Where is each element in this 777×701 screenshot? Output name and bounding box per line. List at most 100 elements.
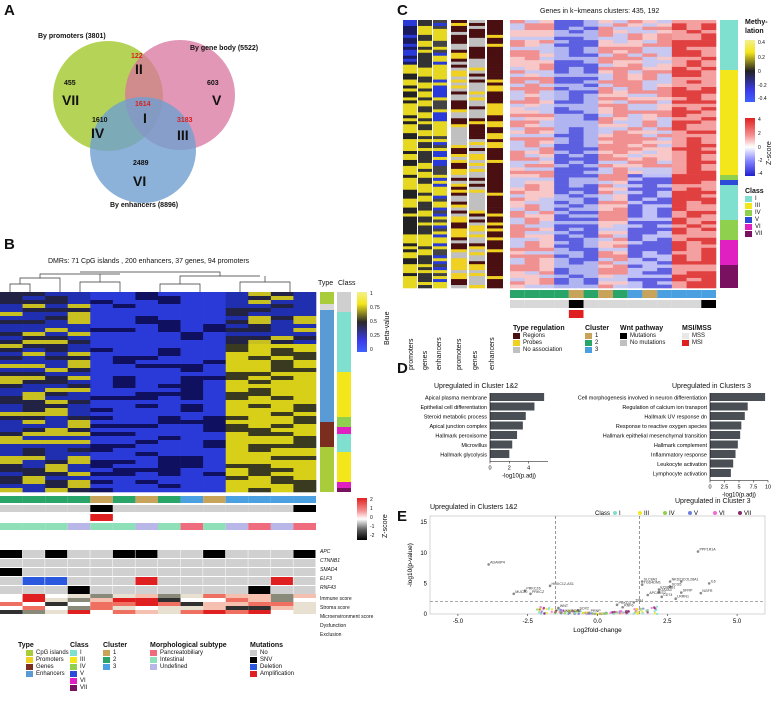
meth-cell: [433, 168, 447, 173]
expr-cell: [686, 217, 702, 222]
heatmap-cell: [180, 308, 204, 313]
type-cell: [469, 121, 485, 125]
data-point: [655, 608, 658, 612]
expr-cell: [627, 184, 643, 188]
expr-cell: [539, 43, 555, 48]
expr-cell: [598, 113, 614, 118]
meth-cell: [433, 142, 447, 146]
point-label: TGD4DM1: [644, 581, 661, 585]
col-label: enhancers: [489, 337, 496, 370]
expr-cell: [642, 107, 658, 111]
heatmap-cell: [22, 468, 46, 473]
heatmap-cell: [248, 368, 272, 373]
data-point: [604, 612, 608, 615]
expr-cell: [510, 120, 526, 125]
expr-cell: [701, 200, 717, 205]
expr-cell: [583, 83, 599, 88]
heatmap-cell: [67, 488, 91, 493]
heatmap-cell: [0, 440, 23, 445]
expr-cell: [657, 160, 673, 165]
x-tick-label: 7.5: [750, 485, 758, 491]
score-cell: [270, 610, 294, 614]
meth-cell: [433, 195, 447, 199]
heatmap-cell: [45, 292, 69, 297]
meth-cell: [418, 219, 432, 223]
heatmap-cell: [293, 376, 317, 381]
expr-cell: [642, 177, 658, 182]
y-tick-label: 10: [420, 551, 427, 557]
expr-cell: [657, 277, 673, 282]
legend-label: Intestinal: [160, 656, 185, 663]
type-cell: [469, 91, 485, 95]
point-label: MKI67: [563, 609, 573, 613]
expr-cell: [524, 133, 540, 138]
expr-cell: [701, 237, 717, 242]
type-cell: [469, 28, 485, 33]
heatmap-cell: [293, 356, 317, 361]
heatmap-cell: [293, 324, 317, 329]
expr-cell: [627, 204, 643, 208]
heatmap-cell: [67, 352, 91, 357]
heatmap-cell: [0, 460, 23, 465]
heatmap-cell: [270, 348, 294, 353]
cluster-cell: [248, 496, 271, 503]
type-cell: [469, 109, 485, 113]
mutation-cell: [135, 577, 158, 585]
expr-cell: [686, 117, 702, 121]
swatch: [745, 209, 752, 216]
expr-cell: [554, 224, 570, 228]
score-cell: [225, 602, 249, 606]
meth-cell: [418, 243, 432, 247]
expr-cell: [642, 214, 658, 218]
swatch: [70, 684, 77, 691]
mutation-cell: [203, 559, 226, 567]
heatmap-cell: [293, 380, 317, 385]
expr-cell: [554, 184, 570, 188]
heatmap-cell: [112, 292, 136, 297]
meth-cell: [433, 130, 447, 134]
legend-item: MSI: [682, 339, 712, 346]
expr-cell: [686, 30, 702, 34]
heatmap-cell: [225, 476, 249, 481]
heatmap-cell: [225, 292, 249, 297]
heatmap-cell: [225, 400, 249, 405]
venn-roman: VII: [62, 92, 80, 108]
expr-cell: [554, 274, 570, 279]
legend-item: 3: [103, 663, 127, 670]
heatmap-cell: [225, 468, 249, 473]
bar: [490, 440, 513, 449]
heatmap-cell: [270, 344, 294, 349]
expr-cell: [539, 23, 555, 27]
heatmap-cell: [180, 336, 204, 341]
expr-cell: [657, 281, 673, 285]
expr-cell: [701, 97, 717, 101]
meth-cell: [403, 270, 417, 274]
meth-cell: [418, 207, 432, 211]
expr-cell: [671, 224, 687, 228]
legend-item: No mutations: [620, 339, 665, 346]
expr-cell: [524, 30, 540, 34]
expr-cell: [583, 150, 599, 155]
x-axis-label: Log2fold-change: [573, 627, 622, 634]
expr-cell: [524, 177, 540, 182]
wnt-cell: [657, 300, 672, 308]
expr-cell: [701, 251, 717, 255]
type-cell: [451, 258, 467, 262]
heatmap-cell: [0, 432, 23, 437]
heatmap-cell: [22, 304, 46, 309]
type-cell: [469, 162, 485, 167]
heatmap-cell: [225, 456, 249, 461]
data-point: [639, 608, 642, 611]
heatmap-cell: [248, 424, 272, 429]
heatmap-cell: [135, 464, 159, 469]
heatmap-cell: [135, 372, 159, 377]
meth-cell: [403, 177, 417, 182]
type-cell: [487, 112, 503, 116]
data-point: [646, 608, 649, 612]
expr-cell: [510, 214, 526, 218]
legend-label: I: [619, 511, 621, 517]
cluster-cell: [45, 496, 68, 503]
mutation-cell: [67, 586, 90, 594]
meth-cell: [418, 285, 432, 289]
heatmap-b-matrix: [0, 292, 317, 493]
